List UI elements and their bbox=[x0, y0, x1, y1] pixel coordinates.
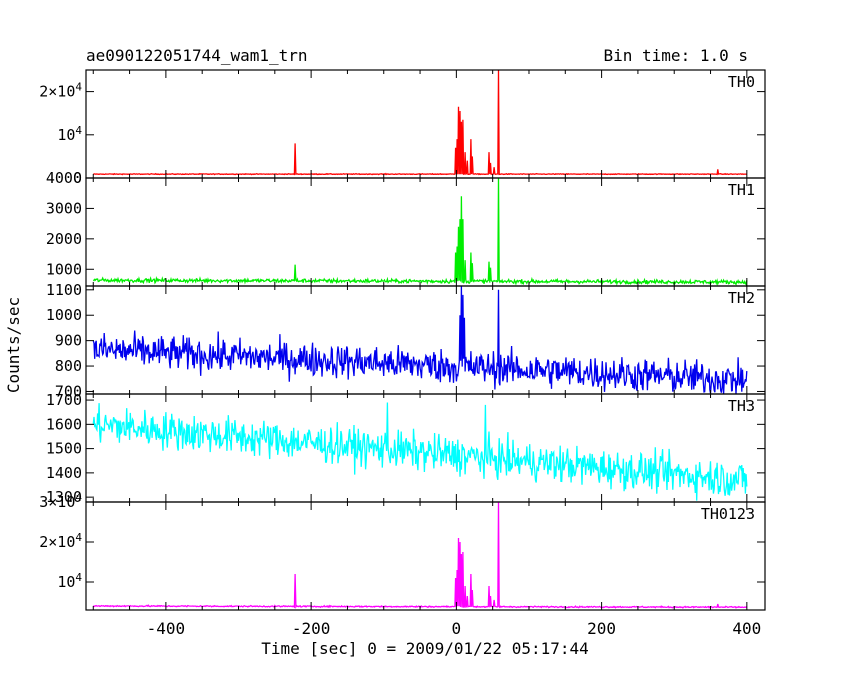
y-tick-label: 1000 bbox=[46, 306, 82, 324]
x-tick-label: 0 bbox=[452, 619, 462, 638]
panel-frame bbox=[85, 393, 766, 503]
y-tick-label: 1300 bbox=[46, 488, 82, 506]
y-tick-label: 0 bbox=[73, 169, 82, 187]
x-tick-label: 200 bbox=[587, 619, 616, 638]
y-tick-label: 1500 bbox=[46, 440, 82, 458]
y-tick-label: 2×104 bbox=[39, 531, 82, 551]
panel-th2: 700 800 900 1000 1100 TH2 bbox=[46, 281, 766, 400]
series-th3 bbox=[92, 402, 748, 501]
panel-label: TH2 bbox=[728, 289, 755, 307]
y-tick-label: 104 bbox=[57, 571, 82, 591]
chart-title: ae090122051744_wam1_trn bbox=[86, 46, 308, 65]
series-th2 bbox=[92, 286, 748, 394]
bin-time-label: Bin time: 1.0 s bbox=[604, 46, 749, 65]
y-tick-label: 900 bbox=[55, 332, 82, 350]
panel-th3: 1300 1400 1500 1600 1700 TH3 bbox=[46, 391, 766, 506]
y-tick-label: 1000 bbox=[46, 260, 82, 278]
y-tick-label: 3000 bbox=[46, 199, 82, 217]
series-th0 bbox=[93, 70, 747, 176]
panel-frame bbox=[85, 177, 766, 287]
series-th1 bbox=[92, 178, 748, 286]
y-tick-label: 1400 bbox=[46, 464, 82, 482]
y-tick-label: 3×104 bbox=[39, 491, 82, 511]
y-tick-label: 2000 bbox=[46, 230, 82, 248]
x-axis-label: Time [sec] 0 = 2009/01/22 05:17:44 bbox=[261, 639, 589, 658]
panel-frame bbox=[85, 69, 766, 179]
x-tick-label: -400 bbox=[147, 619, 186, 638]
y-tick-label: 1100 bbox=[46, 281, 82, 299]
panel-frame bbox=[85, 501, 766, 611]
panel-label: TH3 bbox=[728, 397, 755, 415]
x-axis: -400 -200 0 200 400 bbox=[147, 619, 762, 638]
y-tick-label: 1600 bbox=[46, 415, 82, 433]
y-tick-label: 1700 bbox=[46, 391, 82, 409]
y-tick-label: 2×104 bbox=[39, 81, 82, 101]
panel-th0: 0 104 2×104 TH0 bbox=[39, 69, 766, 187]
panel-label: TH0123 bbox=[701, 505, 755, 523]
series-th0123 bbox=[93, 502, 748, 609]
y-tick-label: 104 bbox=[57, 124, 82, 144]
panels: 0 104 2×104 TH0 1000 2000 3000 4000 TH1 700 800 900… bbox=[39, 69, 766, 611]
y-tick-label: 4000 bbox=[46, 169, 82, 187]
panel-th0123: 104 2×104 3×104 TH0123 bbox=[39, 491, 766, 611]
panel-th1: 1000 2000 3000 4000 TH1 bbox=[46, 169, 766, 287]
y-axis-label: Counts/sec bbox=[4, 297, 23, 393]
x-tick-label: 400 bbox=[732, 619, 761, 638]
x-tick-label: -200 bbox=[292, 619, 331, 638]
panel-label: TH0 bbox=[728, 73, 755, 91]
y-tick-label: 800 bbox=[55, 357, 82, 375]
panel-label: TH1 bbox=[728, 181, 755, 199]
y-tick-label: 700 bbox=[55, 382, 82, 400]
